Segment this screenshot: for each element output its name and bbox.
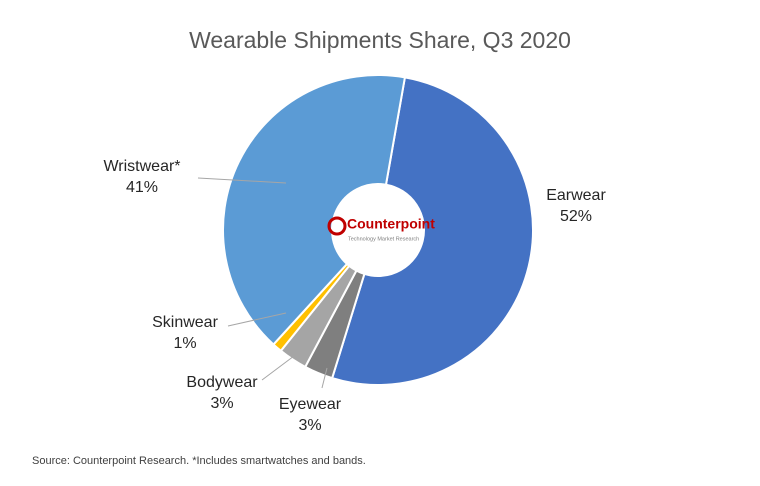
slice-label: Wristwear* [103,158,180,175]
slice-label: Earwear [546,187,606,204]
slice-value-label: 3% [210,395,233,412]
logo-icon [327,216,347,236]
leader-line [227,312,287,327]
slice-label: Bodywear [186,374,258,391]
slice-value-label: 41% [126,179,158,196]
leader-line [321,367,328,389]
logo-name: Counterpoint [347,216,435,232]
leader-line [197,177,287,184]
logo-tagline: Technology Market Research [348,236,419,242]
source-note: Source: Counterpoint Research. *Includes… [32,455,366,467]
chart-title: Wearable Shipments Share, Q3 2020 [189,27,571,53]
slice-value-label: 52% [560,208,592,225]
leader-line [261,355,295,381]
slice-label: Eyewear [279,396,342,413]
slice-label: Skinwear [152,314,218,331]
donut-slice [330,76,534,386]
slice-value-label: 3% [298,417,321,434]
slice-value-label: 1% [173,335,196,352]
